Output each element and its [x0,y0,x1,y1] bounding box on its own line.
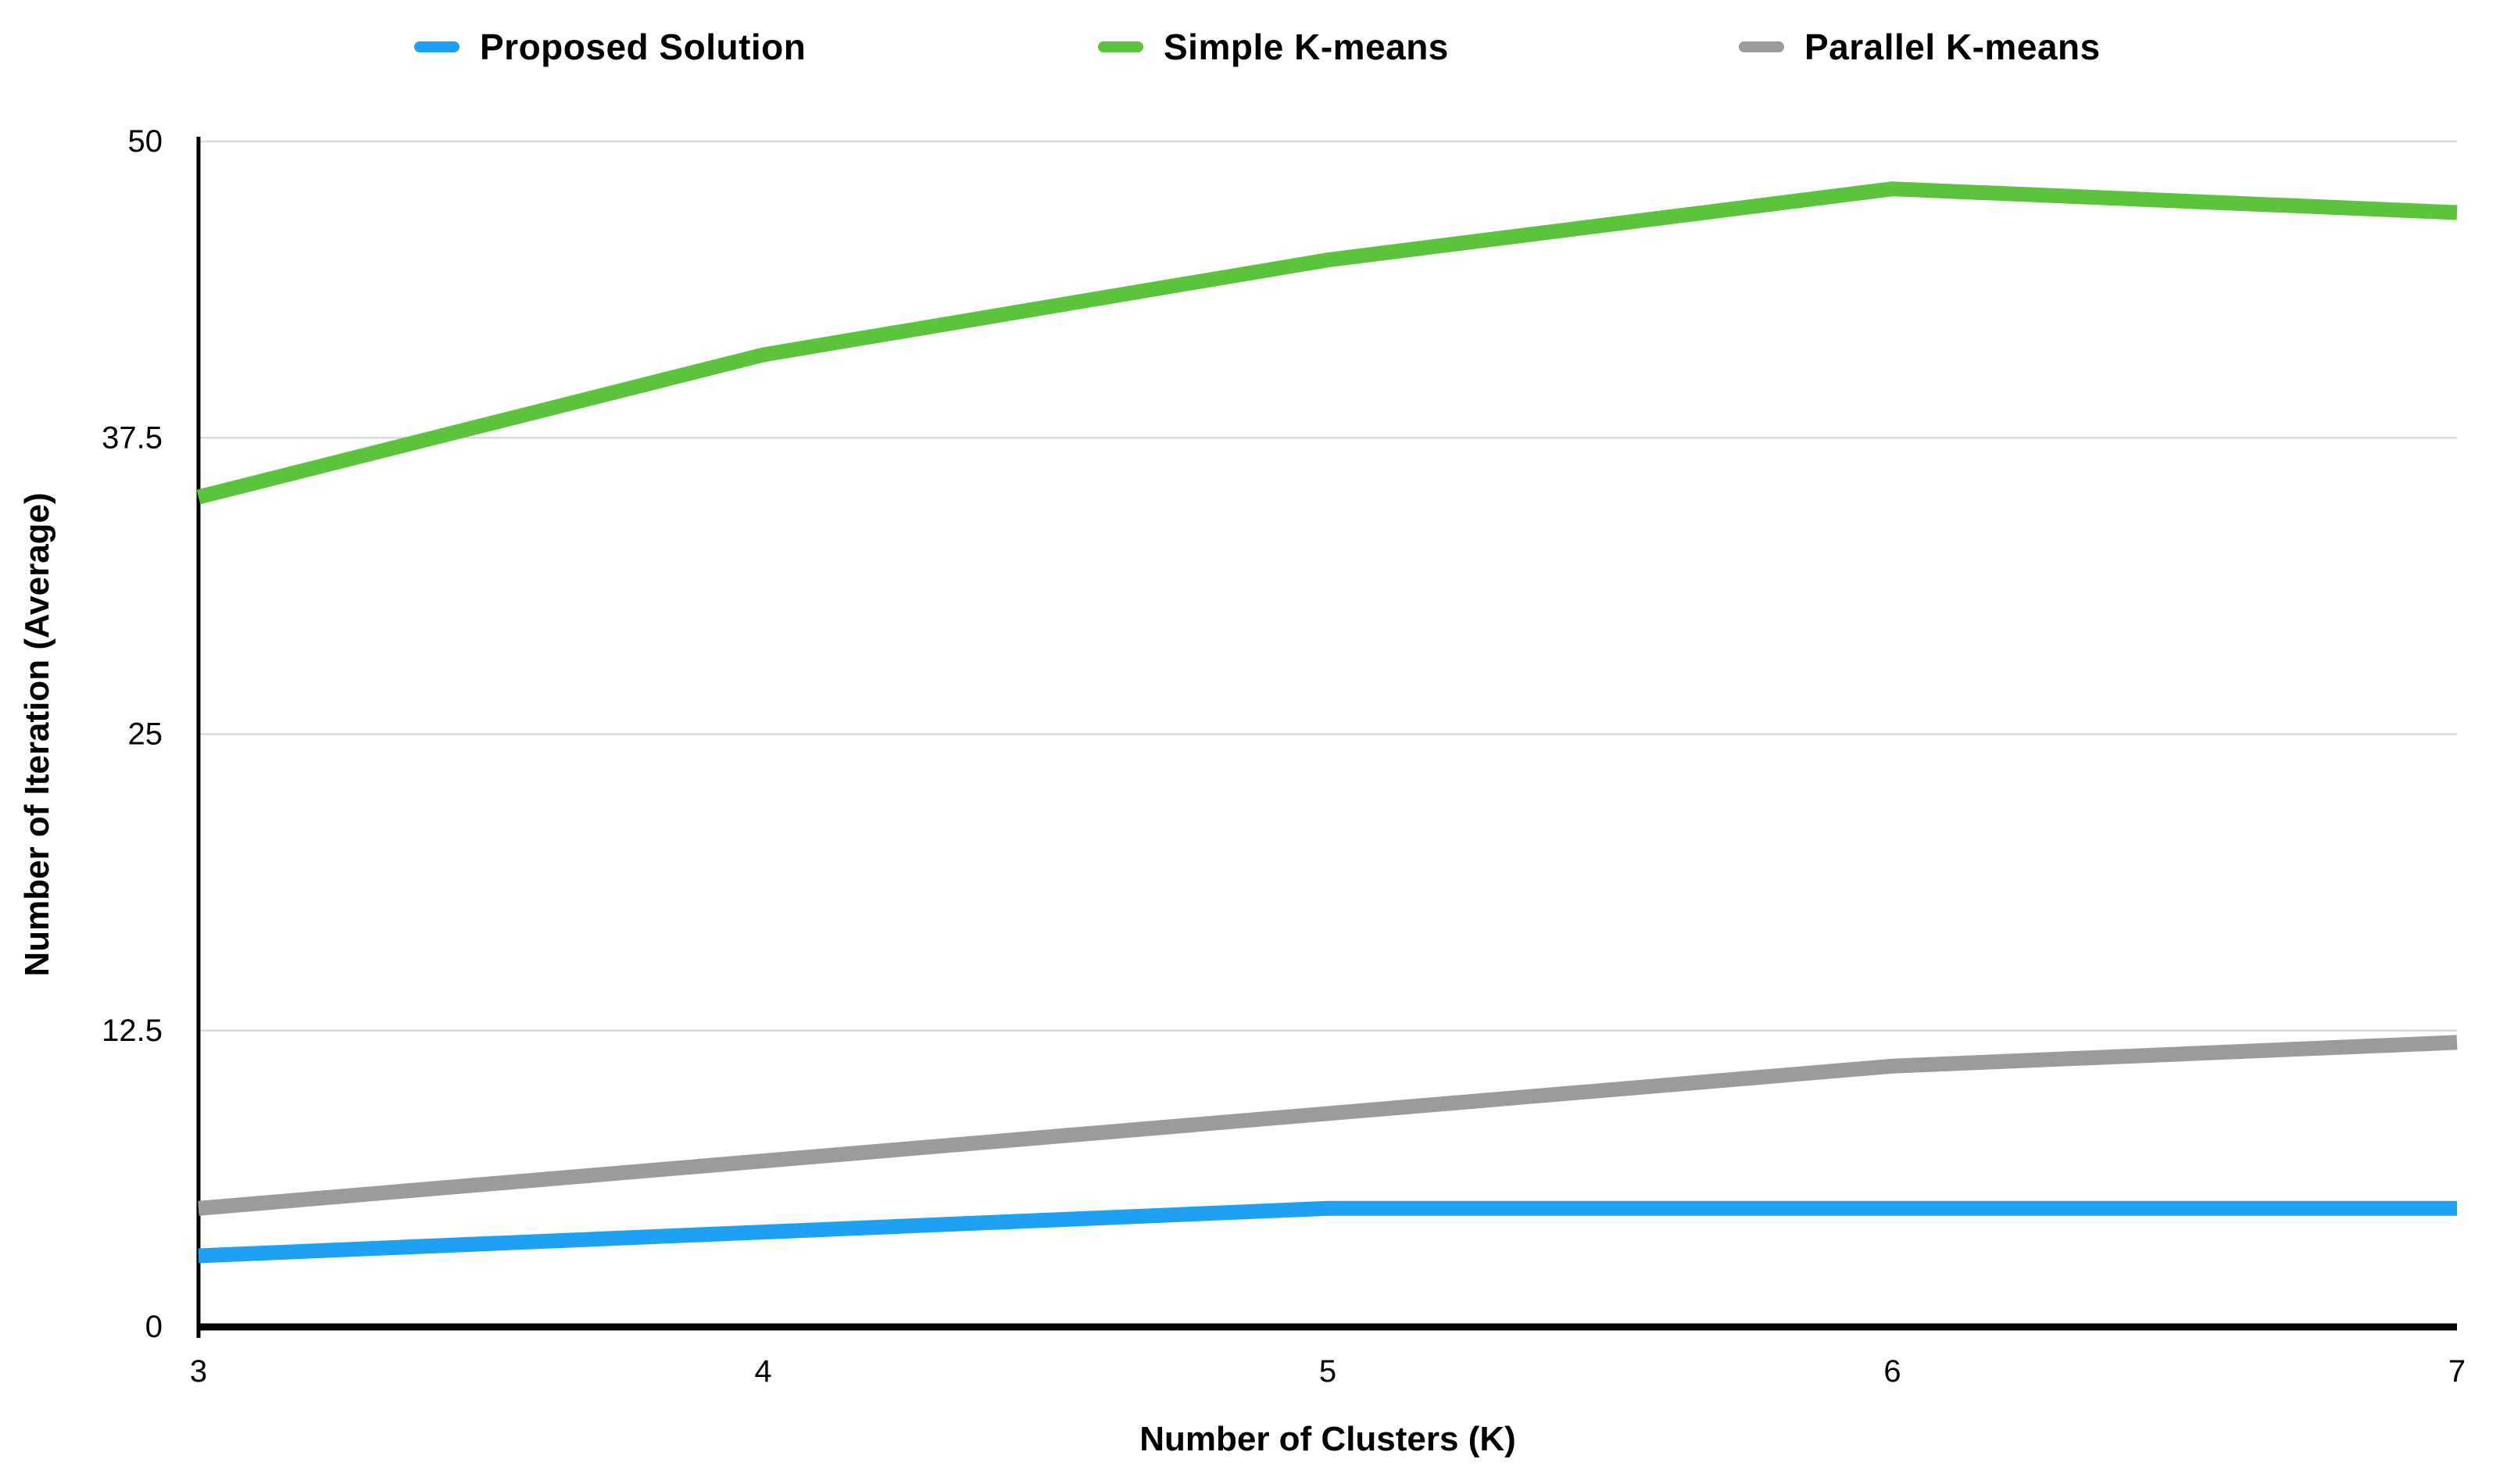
y-tick-label: 12.5 [102,1014,163,1048]
x-tick-label: 6 [1883,1354,1901,1389]
x-tick-label: 7 [2448,1354,2466,1389]
x-tick-label: 4 [754,1354,771,1389]
series-line-parallel-k-means [198,1035,2458,1216]
series-line-proposed-solution [198,1200,2457,1264]
y-tick-label: 50 [128,124,163,159]
y-tick-label: 25 [128,717,163,752]
y-axis-title: Number of Iteration (Average) [18,492,56,976]
y-tick-label: 0 [145,1310,163,1344]
x-tick-label: 3 [190,1354,207,1389]
x-tick-label: 5 [1319,1354,1336,1389]
series-line-simple-k-means [196,181,2458,505]
x-axis-title: Number of Clusters (K) [1139,1420,1516,1458]
y-tick-label: 37.5 [102,420,163,455]
